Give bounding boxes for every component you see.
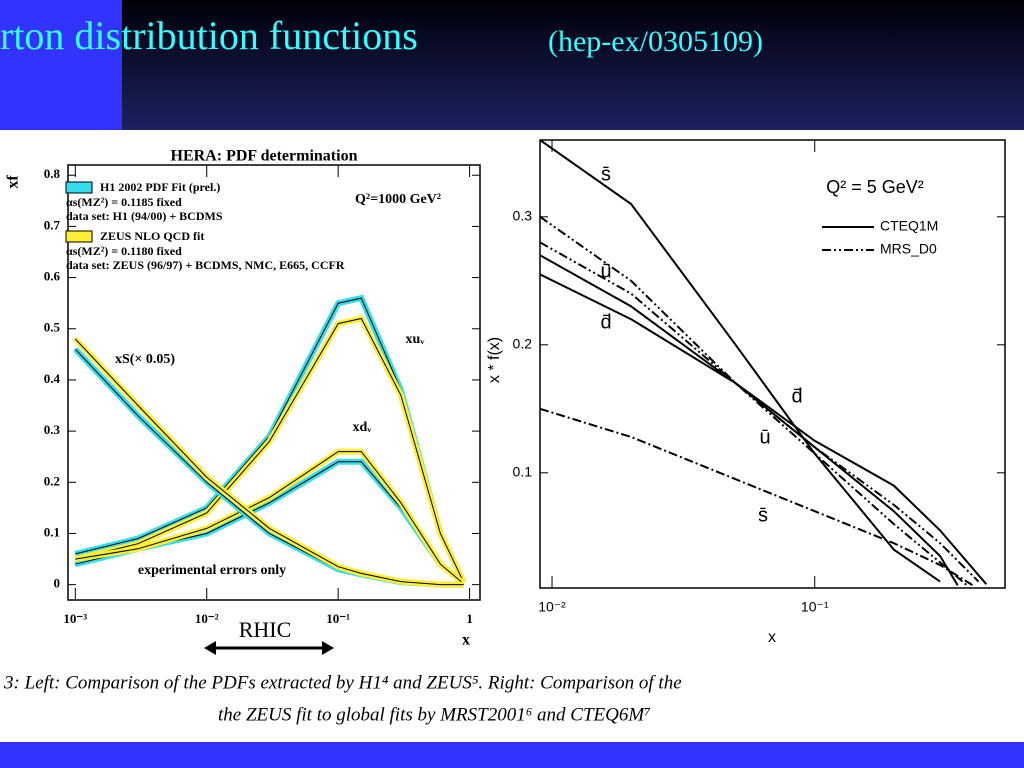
x-axis-label: x <box>462 632 470 649</box>
y-tick-label: 0 <box>54 576 61 591</box>
y-tick-label: 0.6 <box>44 269 61 284</box>
x-tick-label: 10⁻¹ <box>801 599 829 615</box>
rhic-label: RHIC <box>239 617 292 642</box>
footer-bar <box>0 742 1024 768</box>
legend-detail: αs(MZ²) = 0.1185 fixed <box>66 195 182 209</box>
pdf-curve <box>540 241 980 583</box>
y-tick-label: 0.3 <box>44 422 61 437</box>
y-tick-label: 0.5 <box>44 320 61 335</box>
y-axis-label: xf <box>5 175 22 189</box>
plot-frame <box>67 164 481 601</box>
x-tick-label: 10⁻² <box>538 599 566 615</box>
annotation: s̄ <box>758 504 768 526</box>
pdf-curve <box>74 338 464 586</box>
y-tick-label: 0.7 <box>44 217 61 232</box>
y-tick-label: 0.1 <box>513 464 533 480</box>
legend-detail: data set: H1 (94/00) + BCDMS <box>66 209 223 223</box>
annotation: xdᵥ <box>353 420 373 435</box>
annotation: Q²=1000 GeV² <box>355 192 441 207</box>
chart-title: HERA: PDF determination <box>171 148 358 165</box>
pdf-curve <box>540 407 974 587</box>
legend-label: ZEUS NLO QCD fit <box>100 229 204 243</box>
y-tick-label: 0.2 <box>44 473 60 488</box>
legend-swatch <box>65 230 93 243</box>
annotation: s̄ <box>601 163 611 185</box>
legend-swatch <box>65 181 93 194</box>
header-bar <box>0 0 1024 130</box>
x-tick-label: 10⁻² <box>195 611 219 626</box>
x-tick-label: 10⁻³ <box>63 611 87 626</box>
annotation: ū <box>759 426 770 448</box>
x-axis-label: x <box>768 629 776 646</box>
annotation: ū <box>600 260 611 282</box>
slide-title: rton distribution functions <box>0 13 418 58</box>
legend-label: CTEQ1M <box>880 218 938 234</box>
pdf-curve <box>540 273 988 585</box>
annotation: xS(× 0.05) <box>115 352 175 367</box>
y-tick-label: 0.2 <box>513 336 533 352</box>
pdf-curve <box>75 317 465 583</box>
legend-label: H1 2002 PDF Fit (prel.) <box>100 180 220 194</box>
pdf-curve <box>540 215 968 587</box>
pdf-curve <box>75 451 464 584</box>
y-axis-label: x * f(x) <box>486 337 503 383</box>
annotation: xuᵥ <box>406 332 426 347</box>
annotation: d̄ <box>600 311 611 333</box>
legend-detail: αs(MZ²) = 0.1180 fixed <box>66 244 182 258</box>
plot-frame <box>539 139 1006 589</box>
y-tick-label: 0.1 <box>44 524 60 539</box>
slide-subtitle: (hep-ex/0305109) <box>548 25 763 58</box>
annotation: d̄ <box>791 385 802 407</box>
y-tick-label: 0.3 <box>513 208 533 224</box>
annotation: Q² = 5 GeV² <box>826 177 924 197</box>
legend-label: MRS_D0 <box>880 241 937 257</box>
y-tick-label: 0.4 <box>44 371 61 386</box>
x-tick-label: 1 <box>466 611 473 626</box>
caption-line: 3: Left: Comparison of the PDFs extracte… <box>3 672 682 693</box>
legend-detail: data set: ZEUS (96/97) + BCDMS, NMC, E66… <box>66 258 345 272</box>
caption-line: the ZEUS fit to global fits by MRST2001⁶… <box>218 704 651 725</box>
header-block <box>0 0 122 130</box>
pdf-curve <box>540 140 941 583</box>
x-tick-label: 10⁻¹ <box>326 611 350 626</box>
y-tick-label: 0.8 <box>44 166 61 181</box>
annotation: experimental errors only <box>138 563 286 578</box>
